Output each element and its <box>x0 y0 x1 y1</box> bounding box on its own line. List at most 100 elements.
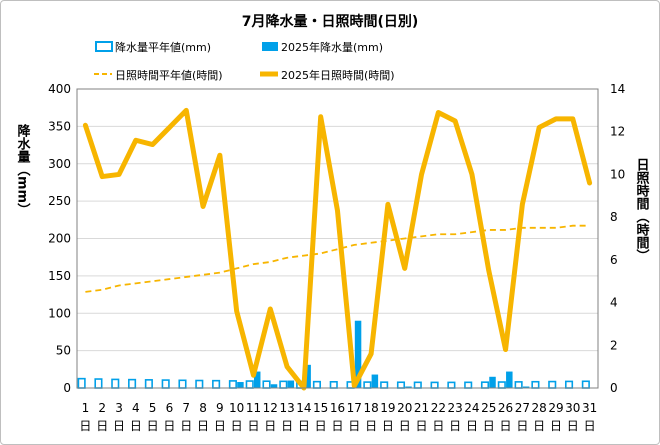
bar-normal-precip <box>531 380 540 389</box>
y-axis-left-title: 降水量（mm） <box>15 123 32 216</box>
bar-normal-precip <box>447 381 456 389</box>
x-tick-sublabel: 日 <box>180 419 192 433</box>
bar-normal-precip <box>312 380 321 389</box>
y-left-tick-label: 0 <box>63 381 71 395</box>
bar-normal-precip <box>413 381 422 389</box>
x-tick-sublabel: 日 <box>298 419 310 433</box>
bar-normal-precip <box>228 380 237 389</box>
x-tick-label: 13 <box>279 401 294 415</box>
x-tick-label: 1 <box>82 401 90 415</box>
bar-2025-precip <box>371 374 379 388</box>
x-tick-label: 17 <box>347 401 362 415</box>
x-tick-sublabel: 日 <box>550 419 562 433</box>
legend: 降水量平年値(mm) 2025年降水量(mm) 日照時間平年値(時間) 2025… <box>94 40 395 82</box>
x-tick-label: 20 <box>397 401 412 415</box>
bar-normal-precip <box>329 380 338 389</box>
bar-normal-precip <box>111 378 120 389</box>
x-tick-sublabel: 日 <box>96 419 108 433</box>
x-tick-sublabel: 日 <box>466 419 478 433</box>
x-tick-label: 15 <box>313 401 328 415</box>
x-tick-label: 3 <box>115 401 123 415</box>
bar-normal-precip <box>363 381 372 389</box>
x-tick-sublabel: 日 <box>214 419 226 433</box>
bar-2025-precip <box>405 386 412 388</box>
legend-label-normal-precip: 降水量平年値(mm) <box>115 40 211 54</box>
bar-2025-precip <box>287 380 295 388</box>
bar-normal-precip <box>161 379 170 389</box>
x-tick-label: 5 <box>149 401 157 415</box>
x-tick-label: 4 <box>132 401 140 415</box>
x-tick-sublabel: 日 <box>197 419 209 433</box>
bar-2025-precip <box>489 376 496 388</box>
legend-swatch-normal-precip <box>95 41 113 52</box>
bar-normal-precip <box>178 379 187 389</box>
bar-normal-precip <box>77 377 86 389</box>
x-tick-sublabel: 日 <box>147 419 159 433</box>
x-tick-sublabel: 日 <box>130 419 142 433</box>
x-tick-sublabel: 日 <box>516 419 528 433</box>
bar-normal-precip <box>380 381 389 389</box>
legend-label-2025-precip: 2025年降水量(mm) <box>281 40 383 54</box>
bar-normal-precip <box>245 380 254 389</box>
y-right-tick-label: 0 <box>610 381 618 395</box>
bar-normal-precip <box>212 379 221 389</box>
y-axis-right-title: 日照時間（時間） <box>634 158 651 262</box>
x-tick-label: 24 <box>464 401 479 415</box>
x-tick-sublabel: 日 <box>264 419 276 433</box>
y-left-tick-label: 250 <box>48 194 71 208</box>
x-tick-label: 19 <box>380 401 395 415</box>
bar-2025-precip <box>237 382 244 388</box>
bar-normal-precip <box>430 381 439 389</box>
x-tick-label: 8 <box>199 401 207 415</box>
x-tick-sublabel: 日 <box>163 419 175 433</box>
line-2025-sunshine <box>82 107 593 391</box>
plot-border <box>76 88 599 389</box>
y-left-tick-label: 400 <box>48 82 71 96</box>
y-right-tick-label: 8 <box>610 210 618 224</box>
x-tick-label: 2 <box>98 401 106 415</box>
y-right-tick-label: 10 <box>610 167 625 181</box>
x-tick-sublabel: 日 <box>315 419 327 433</box>
y-left-tick-label: 150 <box>48 269 71 283</box>
x-tick-label: 12 <box>263 401 278 415</box>
y-left-tick-label: 350 <box>48 119 71 133</box>
legend-label-2025-sunshine: 2025年日照時間(時間) <box>281 68 395 82</box>
y-right-tick-label: 4 <box>610 296 618 310</box>
x-tick-sublabel: 日 <box>365 419 377 433</box>
x-tick-label: 6 <box>166 401 174 415</box>
x-tick-label: 10 <box>229 401 244 415</box>
x-tick-sublabel: 日 <box>231 419 243 433</box>
y-right-tick-label: 6 <box>610 253 618 267</box>
y-left-tick-label: 100 <box>48 306 71 320</box>
x-tick-sublabel: 日 <box>584 419 596 433</box>
chart-title: 7月降水量・日照時間(日別) <box>242 13 419 30</box>
x-tick-label: 27 <box>515 401 530 415</box>
y-left-tick-label: 300 <box>48 157 71 171</box>
line-normal-sunshine <box>85 224 590 293</box>
bar-2025-precip <box>522 386 530 388</box>
y-right-tick-label: 14 <box>610 82 625 96</box>
bar-normal-precip <box>548 380 557 389</box>
x-tick-label: 28 <box>532 401 547 415</box>
x-tick-sublabel: 日 <box>331 419 343 433</box>
x-tick-label: 7 <box>182 401 190 415</box>
bar-2025-precip <box>304 364 311 388</box>
legend-label-normal-sunshine: 日照時間平年値(時間) <box>115 68 223 82</box>
x-tick-label: 26 <box>498 401 513 415</box>
x-tick-sublabel: 日 <box>416 419 428 433</box>
x-tick-label: 9 <box>216 401 224 415</box>
bar-normal-precip <box>497 381 506 389</box>
x-tick-label: 31 <box>582 401 597 415</box>
y-right-tick-label: 2 <box>610 338 618 352</box>
x-tick-sublabel: 日 <box>247 419 259 433</box>
legend-swatch-2025-precip <box>262 42 278 51</box>
x-tick-sublabel: 日 <box>500 419 512 433</box>
x-tick-label: 22 <box>431 401 446 415</box>
x-tick-sublabel: 日 <box>113 419 125 433</box>
bar-normal-precip <box>396 381 406 389</box>
bar-normal-precip <box>94 378 103 389</box>
x-tick-label: 25 <box>481 401 496 415</box>
x-tick-label: 30 <box>565 401 580 415</box>
bar-normal-precip <box>581 380 590 389</box>
x-tick-label: 11 <box>246 401 261 415</box>
